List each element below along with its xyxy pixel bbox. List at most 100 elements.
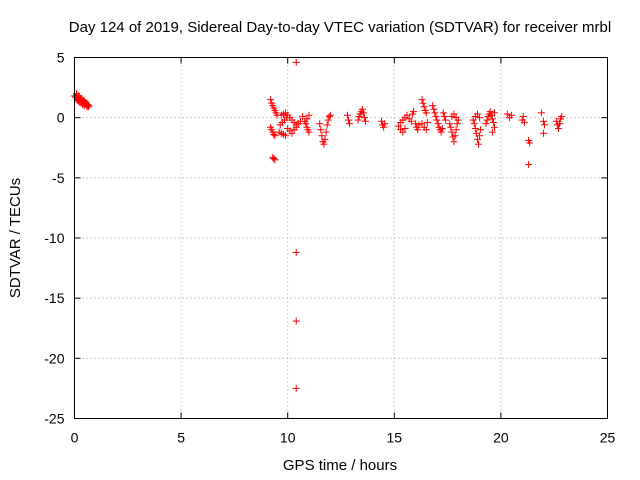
x-tick-label: 0 <box>71 430 79 446</box>
data-point <box>305 111 313 119</box>
data-point <box>418 96 426 104</box>
data-point <box>451 132 459 140</box>
data-point <box>85 102 93 110</box>
data-point <box>473 135 481 143</box>
data-point <box>326 111 334 119</box>
data-point <box>450 138 458 146</box>
data-point <box>354 116 362 124</box>
data-point <box>434 120 442 128</box>
x-axis-label: GPS time / hours <box>283 457 397 474</box>
data-point <box>554 124 562 132</box>
y-tick-label: -25 <box>44 411 64 427</box>
data-point <box>489 118 497 126</box>
data-point <box>409 108 417 116</box>
data-point <box>429 102 437 110</box>
data-point <box>483 116 491 124</box>
data-point <box>476 132 484 140</box>
data-point <box>440 112 448 120</box>
data-point <box>419 99 427 107</box>
x-tick-label: 5 <box>177 430 185 446</box>
data-point <box>540 129 548 137</box>
data-point <box>282 132 290 140</box>
y-axis-label: SDTVAR / TECUs <box>7 178 24 298</box>
axis-ticks: 0 5 10 15 20 25 5 0 -5 -10 -15 -20 -25 <box>44 50 615 446</box>
data-point <box>322 128 330 136</box>
data-point <box>470 120 478 128</box>
data-point <box>292 248 300 256</box>
data-point <box>323 121 331 129</box>
data-point <box>77 94 85 102</box>
data-point <box>441 116 449 124</box>
data-point <box>303 115 311 123</box>
data-point <box>469 116 477 124</box>
data-point <box>399 128 407 136</box>
data-point <box>316 120 324 128</box>
data-point <box>447 123 455 131</box>
grid-lines <box>74 57 608 419</box>
data-point <box>452 114 460 122</box>
data-point <box>431 109 439 117</box>
data-point <box>299 112 307 120</box>
data-point <box>407 117 415 125</box>
data-point <box>415 121 423 129</box>
data-point <box>482 120 490 128</box>
data-point <box>403 111 411 119</box>
data-point <box>450 110 458 118</box>
data-point <box>318 132 326 140</box>
y-tick-label: -10 <box>44 230 64 246</box>
data-point <box>519 112 527 120</box>
data-point <box>446 120 454 128</box>
data-point <box>288 129 296 137</box>
data-point <box>491 123 499 131</box>
data-point <box>508 111 516 119</box>
data-point <box>325 112 333 120</box>
data-point <box>292 58 300 66</box>
data-point <box>422 126 430 134</box>
data-point <box>344 116 352 124</box>
data-point <box>437 128 445 136</box>
data-point <box>320 140 328 148</box>
data-point <box>270 131 278 139</box>
data-point <box>476 114 484 122</box>
data-point <box>525 161 533 169</box>
data-point <box>270 155 278 163</box>
data-point <box>414 126 422 134</box>
data-points <box>71 58 566 392</box>
data-point <box>503 110 511 118</box>
data-point <box>360 114 368 122</box>
x-tick-label: 10 <box>280 430 296 446</box>
data-point <box>84 103 92 111</box>
data-point <box>412 120 420 128</box>
data-point <box>362 117 370 125</box>
data-point <box>486 108 494 116</box>
y-tick-label: 0 <box>57 110 65 126</box>
data-point <box>321 135 329 143</box>
data-point <box>401 124 409 132</box>
data-point <box>80 96 88 104</box>
data-point <box>271 156 279 164</box>
data-point <box>324 116 332 124</box>
data-point <box>556 120 564 128</box>
data-point <box>439 109 447 117</box>
data-point <box>418 120 426 128</box>
data-point <box>423 118 431 126</box>
data-point <box>540 117 548 125</box>
data-point <box>453 120 461 128</box>
data-point <box>488 128 496 136</box>
data-point <box>292 384 300 392</box>
data-point <box>381 120 389 128</box>
data-point <box>292 317 300 325</box>
data-point <box>491 109 499 117</box>
data-point <box>452 126 460 134</box>
data-point <box>526 139 534 147</box>
y-tick-label: -15 <box>44 290 64 306</box>
data-point <box>541 121 549 129</box>
data-point <box>267 96 275 104</box>
data-point <box>430 105 438 113</box>
data-point <box>448 128 456 136</box>
data-point <box>359 109 367 117</box>
y-tick-label: -5 <box>52 170 65 186</box>
plot-frame <box>74 57 608 419</box>
chart-title: Day 124 of 2019, Sidereal Day-to-day VTE… <box>69 19 611 36</box>
data-point <box>488 115 496 123</box>
